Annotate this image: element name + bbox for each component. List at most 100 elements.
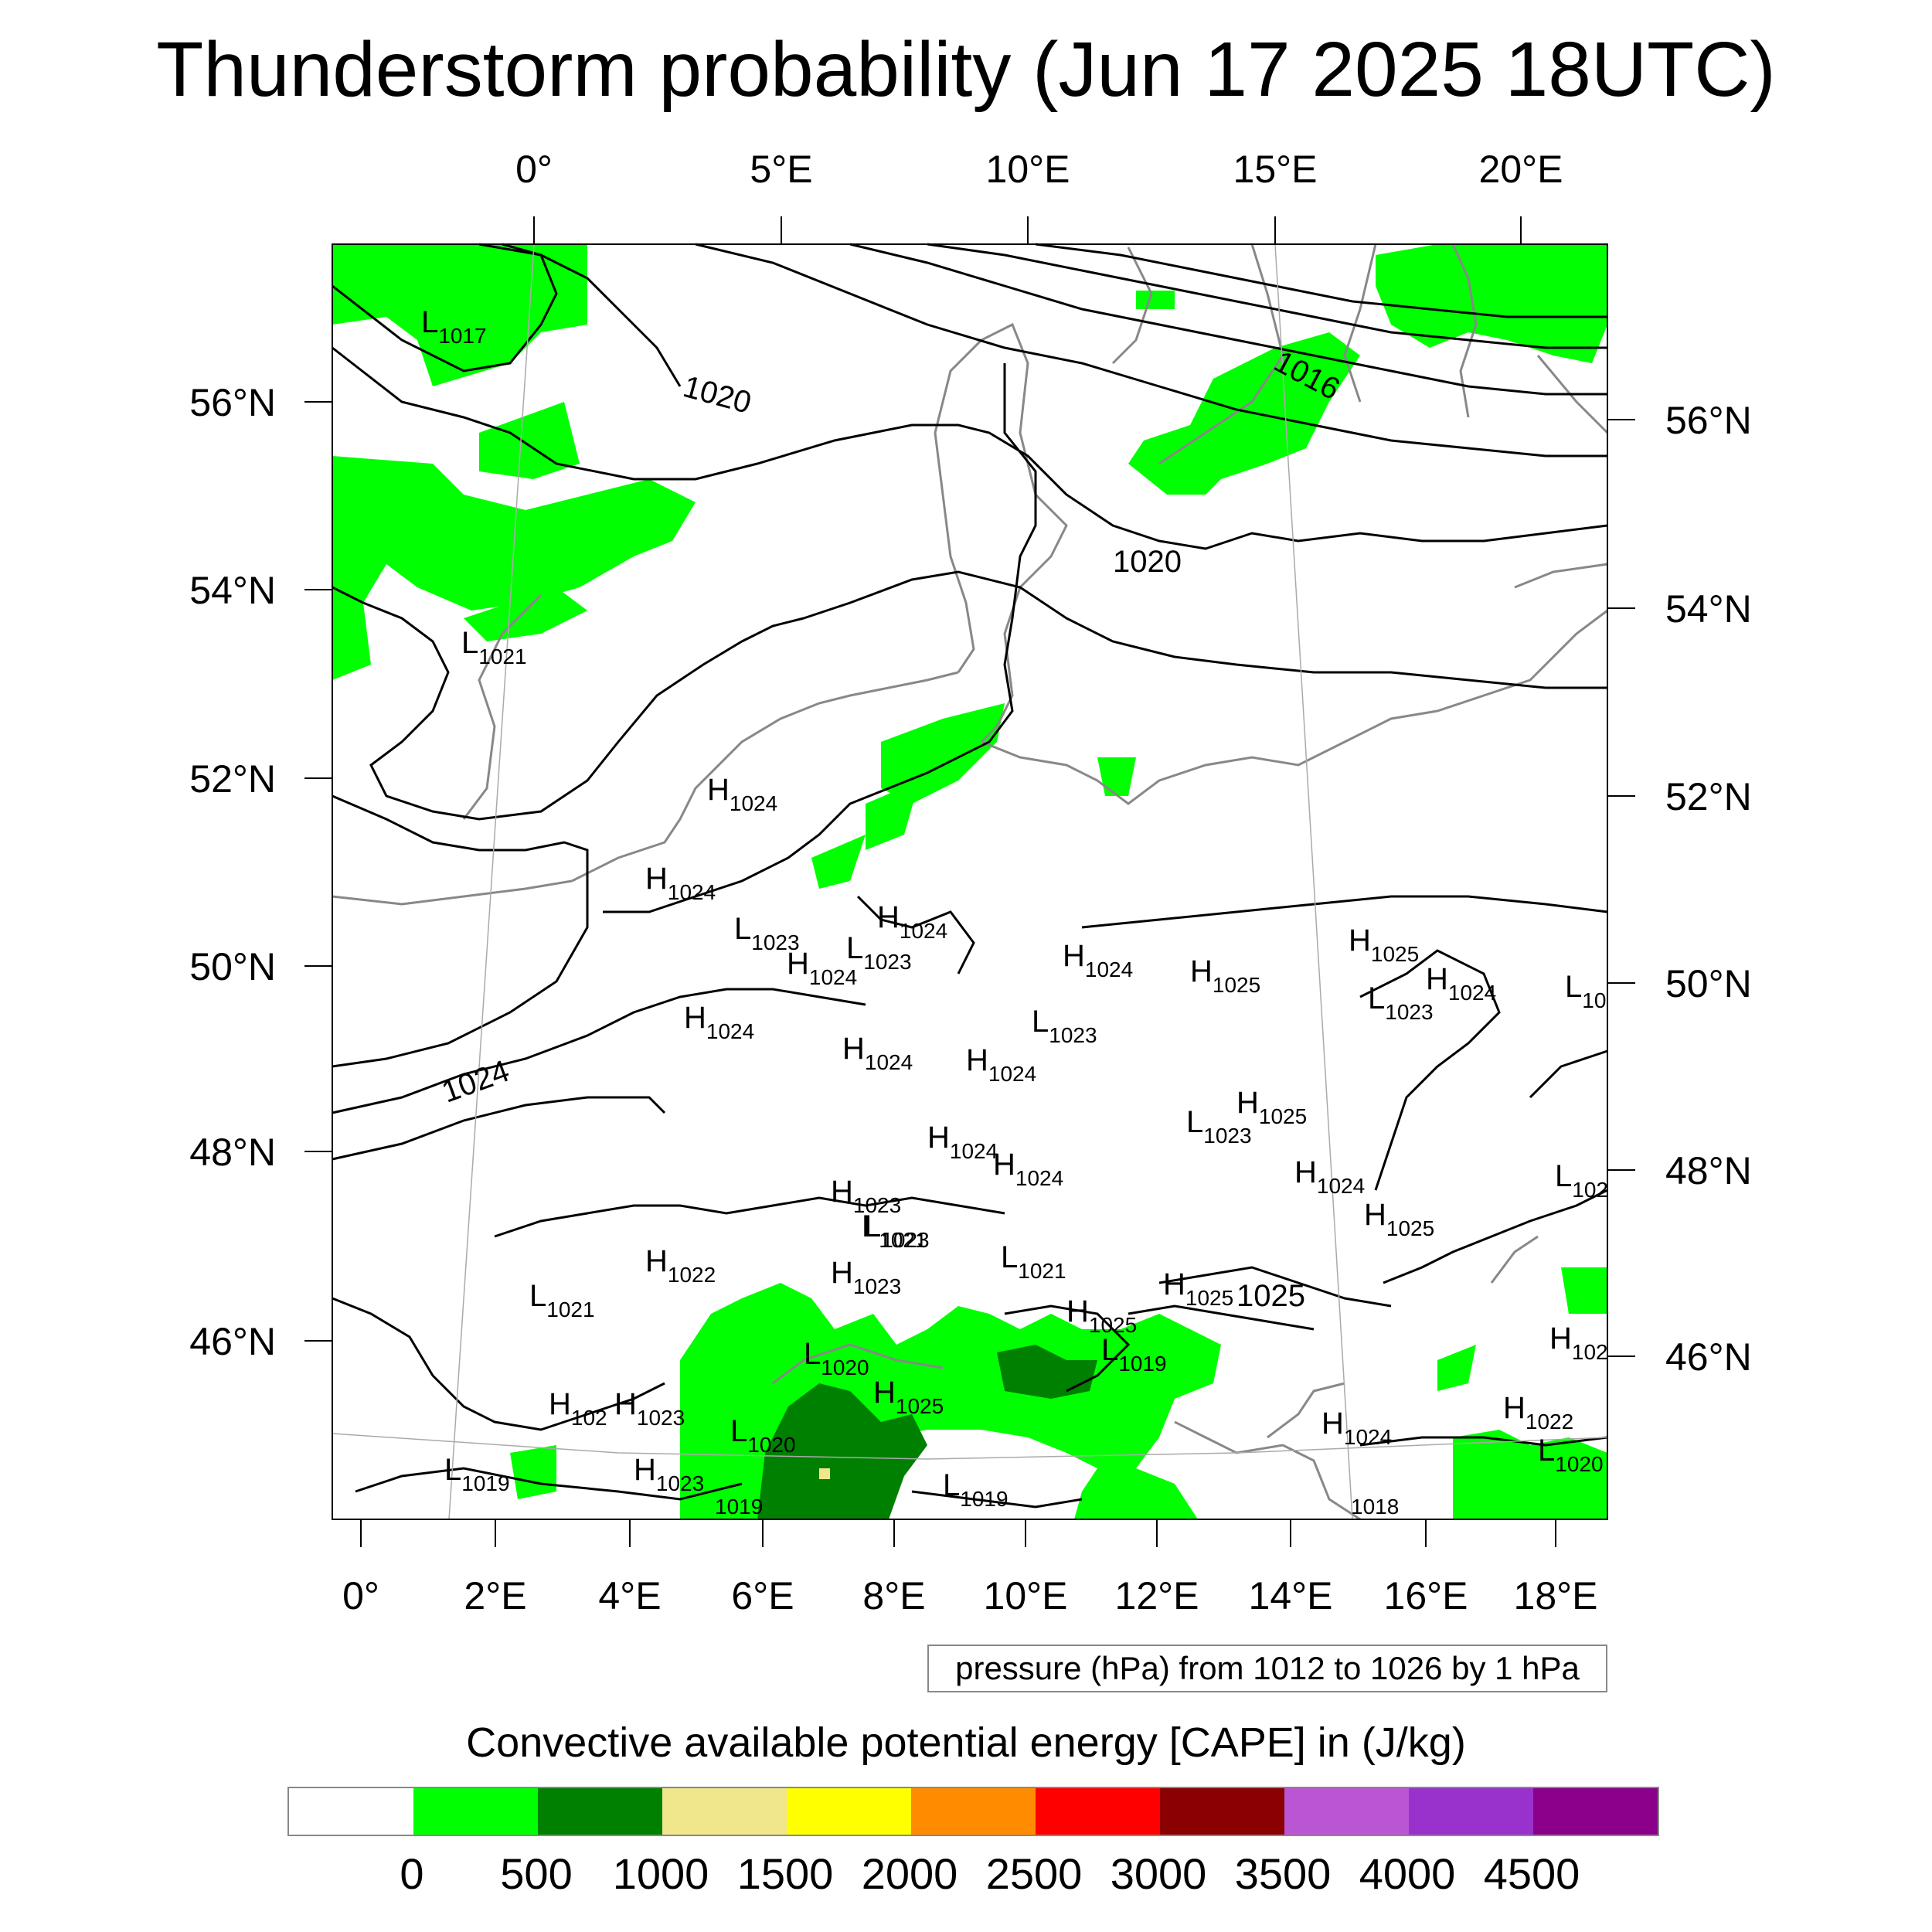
pressure-center-label: L1019 [444, 1453, 510, 1495]
pressure-center-label: L1021 [1001, 1240, 1066, 1283]
right-lat-labels: 56°N 54°N 52°N 50°N 48°N 46°N [1665, 399, 1752, 1379]
pressure-center-label: H1024 [684, 1001, 754, 1043]
right-ticks [1607, 419, 1635, 1357]
isobar [603, 363, 1037, 913]
pressure-center-label: H1024 [877, 900, 947, 943]
isobar [332, 1096, 666, 1161]
lat-label: 48°N [1665, 1149, 1752, 1192]
colorbar-tick-label: 3000 [1110, 1849, 1207, 1898]
colorbar-tick-label: 2500 [985, 1849, 1083, 1898]
lon-label: 14°E [1249, 1574, 1333, 1617]
isobar [1158, 1266, 1392, 1308]
colorbar-swatch [1160, 1788, 1284, 1835]
lon-label: 16°E [1384, 1574, 1468, 1617]
pressure-center-label: L1021 [529, 1279, 595, 1321]
pressure-center-label: H1024 [1063, 939, 1133, 981]
cape-area [464, 587, 587, 641]
lat-label: 52°N [1665, 775, 1752, 818]
bottom-ticks [360, 1519, 1556, 1547]
lat-label: 50°N [189, 945, 276, 988]
pressure-center-label: L102 [1555, 1159, 1608, 1202]
colorbar-tick-label: 1500 [736, 1849, 834, 1898]
lon-label: 10°E [984, 1574, 1068, 1617]
pressure-center-label: H1024 [645, 862, 716, 904]
colorbar-tick-label: 0 [400, 1849, 424, 1898]
pressure-center-label: L10 [1565, 970, 1606, 1012]
isobar [1383, 1189, 1608, 1284]
pressure-center-label: L1023 [864, 1209, 930, 1252]
pressure-center-label: H1025 [873, 1376, 944, 1418]
lon-label: 10°E [986, 148, 1070, 191]
lon-label: 6°E [731, 1574, 794, 1617]
left-ticks [304, 401, 332, 1342]
coastline [934, 322, 1068, 743]
pressure-center-label: H1025 [1066, 1294, 1137, 1337]
pressure-center-label: H1025 [1349, 923, 1419, 966]
lat-label: 54°N [189, 569, 276, 612]
pressure-center-label: H1024 [1294, 1155, 1365, 1198]
isobar-layer [332, 243, 1608, 1509]
pressure-center-label: L1020 [730, 1414, 796, 1457]
isobar [803, 570, 1607, 689]
isobar [927, 243, 1607, 349]
cape-area [1376, 244, 1607, 363]
pressure-center-label: H102 [1549, 1321, 1608, 1364]
coastline [981, 609, 1608, 805]
graticule-layer [332, 243, 1608, 1520]
top-ticks [533, 216, 1522, 244]
pressure-center-label: H1025 [1236, 1086, 1307, 1128]
coastline [571, 671, 959, 883]
cape-area [1437, 1345, 1476, 1391]
top-lon-labels: 0° 5°E 10°E 15°E 20°E [515, 148, 1563, 191]
colorbar-swatch [662, 1788, 787, 1835]
colorbar-swatch [413, 1788, 538, 1835]
lon-label: 2°E [464, 1574, 526, 1617]
colorbar-title: Convective available potential energy [C… [466, 1719, 1466, 1766]
pressure-center-label: L1017 [421, 305, 487, 348]
isobar [332, 1297, 665, 1431]
pressure-center-label: H1024 [707, 773, 777, 815]
lon-label: 8°E [862, 1574, 925, 1617]
cape-area [1097, 757, 1136, 796]
cape-area [811, 835, 866, 889]
isobar [332, 586, 804, 821]
bottom-lon-labels: 0° 2°E 4°E 6°E 8°E 10°E 12°E 14°E 16°E 1… [342, 1574, 1597, 1617]
isobar [1081, 895, 1608, 929]
coastline [772, 1343, 944, 1385]
isobar [355, 1467, 743, 1501]
lon-label: 20°E [1479, 148, 1563, 191]
colorbar-tick-label: 4000 [1359, 1849, 1456, 1898]
isobar [332, 794, 589, 1068]
colorbar-tick-label: 1000 [612, 1849, 709, 1898]
isobar [1035, 243, 1607, 318]
coastline [1111, 247, 1153, 365]
cape-area [510, 1445, 556, 1499]
lat-label: 54°N [1665, 587, 1752, 631]
colorbar-swatch [787, 1788, 911, 1835]
cape-area [1561, 1267, 1607, 1314]
cape-area [332, 244, 587, 386]
isobar [332, 988, 866, 1114]
colorbar-swatch [289, 1788, 413, 1835]
lon-label: 5°E [750, 148, 812, 191]
cape-area [1453, 1430, 1607, 1519]
cape-area [1128, 332, 1360, 495]
pressure-center-label: H1025 [1163, 1267, 1233, 1310]
pressure-center-label: H1025 [1190, 954, 1260, 997]
cape-area-high [997, 1345, 1097, 1399]
parallel [332, 1433, 1608, 1460]
pressure-center-label: H1024 [966, 1043, 1036, 1086]
lat-label: 48°N [189, 1131, 276, 1174]
map-title: Thunderstorm probability (Jun 17 2025 18… [156, 26, 1776, 113]
colorbar-swatch [911, 1788, 1036, 1835]
meridian [448, 243, 535, 1520]
contour-info-box: pressure (hPa) from 1012 to 1026 by 1 hP… [927, 1645, 1607, 1692]
pressure-center-label: L1020 [1538, 1434, 1604, 1476]
coastline [462, 594, 543, 820]
coastline [1536, 355, 1609, 434]
isobar [478, 243, 682, 387]
pressure-center-label: L1021 [461, 626, 527, 668]
lat-label: 50°N [1665, 962, 1752, 1005]
pressure-center-label: L1023 [846, 931, 912, 974]
